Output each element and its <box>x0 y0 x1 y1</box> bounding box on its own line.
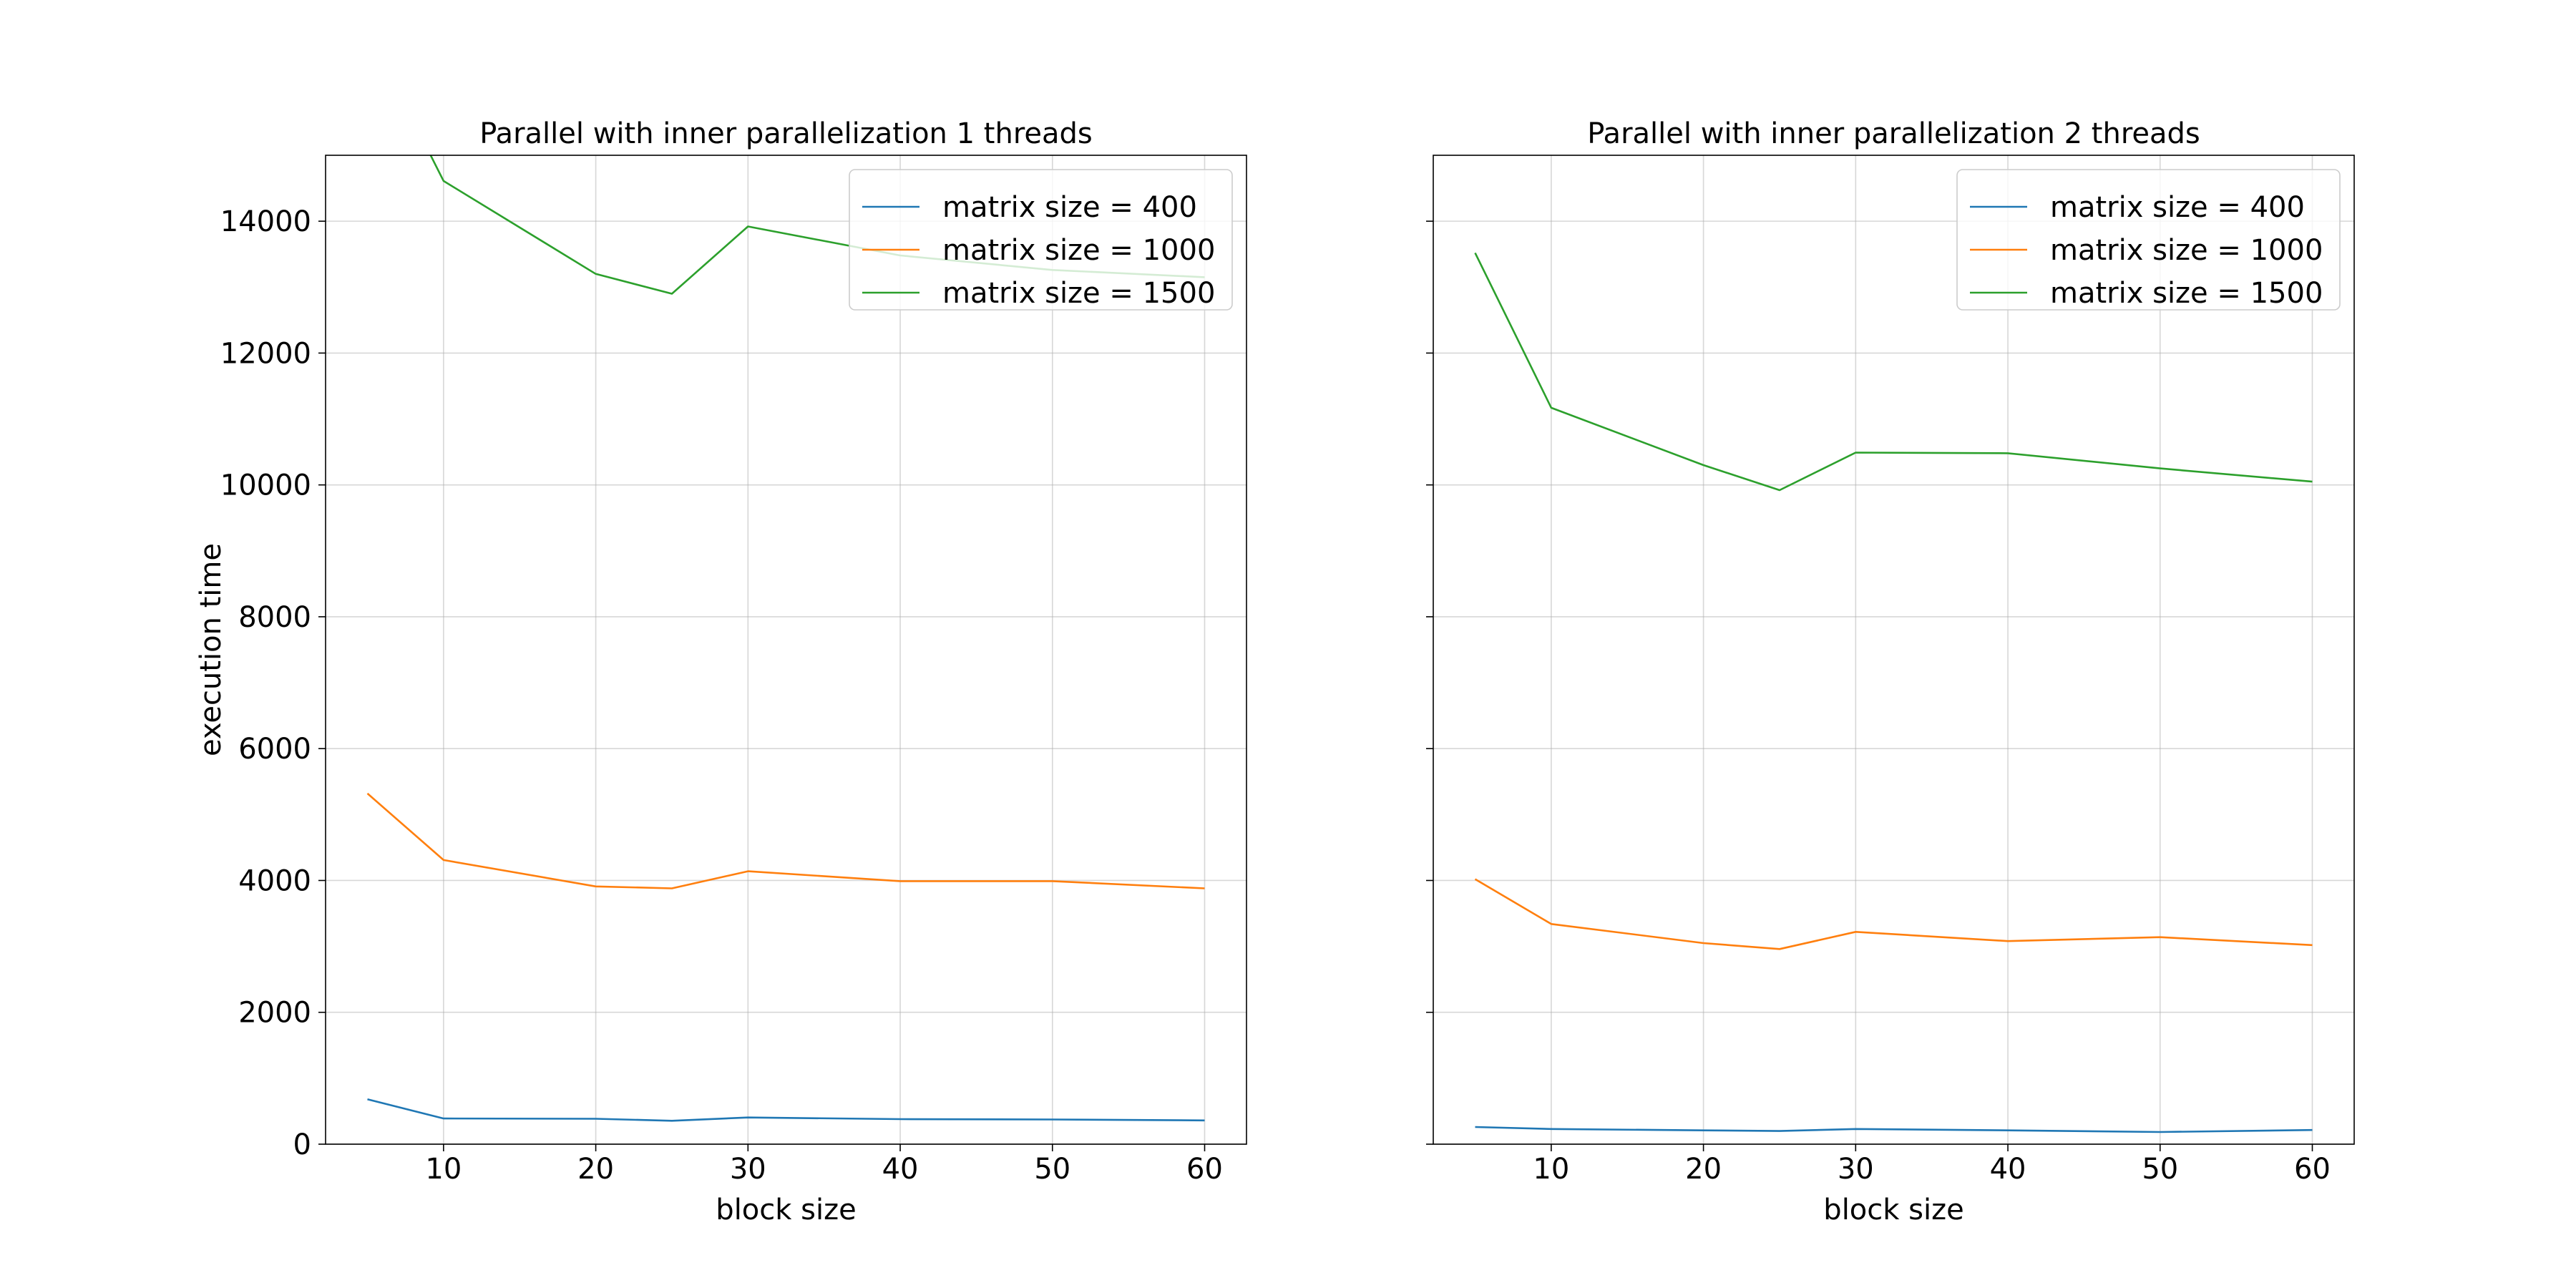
chart-1-y-tick-label-6: 12000 <box>220 337 311 370</box>
chart-1-y-tick-label-4: 8000 <box>238 601 311 634</box>
chart-1-y-tick-label-7: 14000 <box>220 205 311 238</box>
chart-1-frame <box>325 155 1247 1145</box>
chart-2-x-tick-label-5: 60 <box>2294 1153 2331 1186</box>
chart-1-x-axis-label: block size <box>716 1194 856 1226</box>
chart-1-legend: matrix size = 400 matrix size = 1000 matri… <box>849 169 1233 311</box>
chart-1-x-tick-label-4: 50 <box>1034 1153 1070 1186</box>
chart-2-series-line-3 <box>1474 252 2313 492</box>
chart-1-panel: 10 20 30 40 50 60 0 2000 4000 6000 8000 10000 12000 1… <box>195 117 1247 1226</box>
chart-1-y-tick-label-0: 0 <box>293 1128 311 1161</box>
chart-1-y-tick-label-1: 2000 <box>238 997 311 1030</box>
chart-2-panel: 10 20 30 40 50 60 Parallel with inner parallel… <box>1426 117 2355 1226</box>
chart-1-series-line-1 <box>367 1098 1205 1122</box>
chart-2-x-axis-label: block size <box>1823 1194 1963 1226</box>
chart-2-legend-label-1: matrix size = 400 <box>2050 191 2305 224</box>
chart-1-x-tick-label-0: 10 <box>425 1153 462 1186</box>
chart-1-title: Parallel with inner parallelization 1 th… <box>479 117 1093 150</box>
chart-2-legend-box <box>1956 169 2341 311</box>
chart-2-plot-background <box>1433 155 2354 1144</box>
chart-1-series-line-2 <box>366 792 1205 889</box>
chart-2-title: Parallel with inner parallelization 2 th… <box>1587 117 2200 150</box>
chart-1-y-axis-label: execution time <box>195 543 228 756</box>
chart-2-x-tick-label-3: 40 <box>1990 1153 2026 1186</box>
chart-2-legend-label-3: matrix size = 1500 <box>2050 277 2323 310</box>
chart-1-x-tick-label-1: 20 <box>577 1153 614 1186</box>
chart-1-legend-label-2: matrix size = 1000 <box>942 234 1215 267</box>
chart-2-x-tick-label-0: 10 <box>1533 1153 1569 1186</box>
chart-2-x-tick-label-2: 30 <box>1838 1153 1874 1186</box>
chart-1-legend-label-3: matrix size = 1500 <box>942 277 1215 310</box>
chart-2-x-tick-label-1: 20 <box>1685 1153 1722 1186</box>
chart-1-x-tick-label-3: 40 <box>882 1153 919 1186</box>
chart-1-y-tick-label-5: 10000 <box>220 469 311 502</box>
chart-1-x-tick-label-2: 30 <box>730 1153 766 1186</box>
chart-2-series-group <box>1474 252 2313 1133</box>
plots-layer: 10 20 30 40 50 60 0 2000 4000 6000 8000 10000 12000 1… <box>195 117 2355 1226</box>
chart-1-legend-box <box>849 169 1233 311</box>
chart-2-legend-label-2: matrix size = 1000 <box>2050 234 2323 267</box>
chart-1-legend-label-1: matrix size = 400 <box>942 191 1197 224</box>
chart-2-series-line-2 <box>1474 878 2313 950</box>
chart-2-legend: matrix size = 400 matrix size = 1000 matri… <box>1956 169 2341 311</box>
chart-2-series-line-1 <box>1475 1126 2313 1133</box>
chart-1-plot-background <box>326 155 1246 1144</box>
chart-1-y-tick-label-2: 4000 <box>238 864 311 897</box>
chart-2-frame <box>1433 155 2355 1145</box>
chart-2-x-tick-label-4: 50 <box>2142 1153 2178 1186</box>
chart-1-x-tick-label-5: 60 <box>1186 1153 1223 1186</box>
chart-1-y-tick-label-3: 6000 <box>238 733 311 766</box>
